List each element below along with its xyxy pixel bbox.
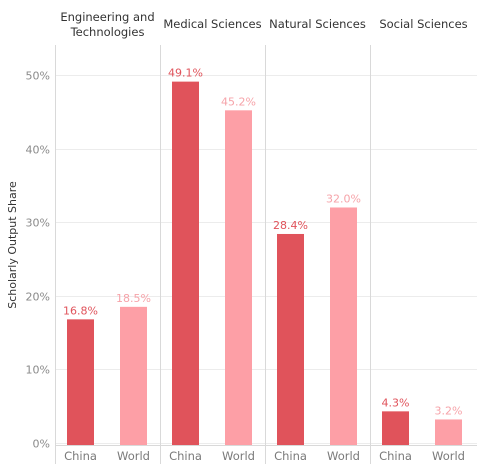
bars xyxy=(67,81,462,446)
labels: 0% 10% 20% 30% 40% 50% Engineering andTechnolo… xyxy=(26,10,468,463)
data-label: 3.2% xyxy=(435,404,463,417)
panel-title: Social Sciences xyxy=(379,17,467,31)
x-tick-label: World xyxy=(117,449,150,463)
x-tick-label: China xyxy=(64,449,97,463)
x-tick-label: China xyxy=(169,449,202,463)
y-tick-label: 40% xyxy=(26,144,50,157)
panel-dividers xyxy=(55,45,477,464)
data-label: 18.5% xyxy=(116,292,151,305)
panel-title: Engineering and xyxy=(60,10,154,24)
x-tick-label: China xyxy=(274,449,307,463)
y-tick-label: 50% xyxy=(26,70,50,83)
bar-china xyxy=(277,233,304,445)
data-label: 4.3% xyxy=(382,396,410,409)
data-label: 16.8% xyxy=(63,304,98,317)
data-label: 45.2% xyxy=(221,95,256,108)
x-tick-label: World xyxy=(222,449,255,463)
y-axis-title: Scholarly Output Share xyxy=(6,181,19,309)
bar-china xyxy=(172,81,199,446)
bar-world xyxy=(330,207,357,445)
y-tick-label: 10% xyxy=(26,364,50,377)
x-tick-label: World xyxy=(327,449,360,463)
data-label: 49.1% xyxy=(168,67,203,80)
y-tick-label: 30% xyxy=(26,217,50,230)
y-tick-label: 20% xyxy=(26,291,50,304)
data-label: 28.4% xyxy=(273,219,308,232)
x-tick-label: China xyxy=(379,449,412,463)
data-label: 32.0% xyxy=(326,192,361,205)
y-tick-label: 0% xyxy=(33,438,50,451)
panel-title: Technologies xyxy=(70,25,145,39)
x-tick-label: World xyxy=(432,449,465,463)
bar-china xyxy=(382,411,409,445)
bar-world xyxy=(435,419,462,445)
bar-world xyxy=(120,306,147,445)
bar-china xyxy=(67,319,94,445)
panel-title: Medical Sciences xyxy=(163,17,261,31)
panel-title: Natural Sciences xyxy=(269,17,366,31)
bar-world xyxy=(225,110,252,445)
